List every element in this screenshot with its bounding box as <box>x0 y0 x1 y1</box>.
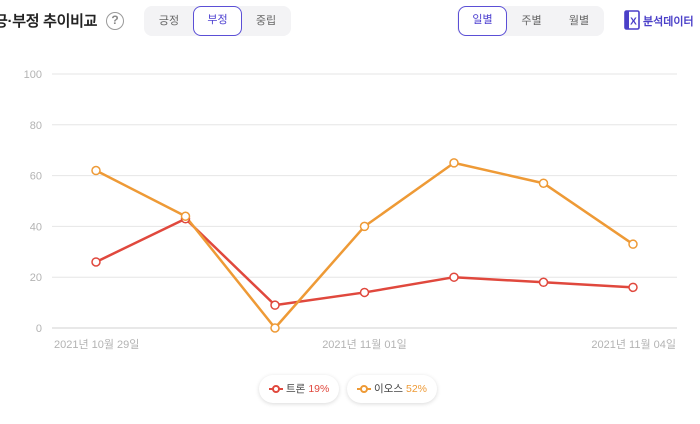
data-point <box>628 282 638 293</box>
data-point <box>449 272 459 282</box>
data-point <box>180 211 191 221</box>
x-tick-label: 2021년 11월 01일 <box>322 337 407 351</box>
series-line-2 <box>95 161 634 330</box>
data-point <box>91 165 101 176</box>
y-tick-label: 80 <box>30 120 42 132</box>
legend-percent: 52% <box>405 383 427 395</box>
svg-text:X: X <box>630 17 637 28</box>
tab-monthly[interactable]: 월별 <box>568 15 590 27</box>
sentiment-filter: 긍정 부정 중립 <box>144 6 291 36</box>
chart-legend: 트론 19% 이오스 52% <box>0 375 700 405</box>
legend-item-eos[interactable]: 이오스 52% <box>347 375 437 403</box>
period-filter: 일별 주별 월별 <box>457 6 604 36</box>
data-point <box>91 257 101 267</box>
legend-percent: 19% <box>308 383 330 395</box>
x-tick-label: 2021년 10월 29일 <box>54 337 139 351</box>
tab-daily[interactable]: 일별 <box>458 6 507 36</box>
y-tick-label: 100 <box>24 69 42 81</box>
excel-icon: X <box>624 10 640 30</box>
tab-weekly[interactable]: 주별 <box>521 15 542 27</box>
line-chart: 100 80 60 40 20 0 2021년 10월 29일 2021년 11월 01일 20… <box>24 69 677 351</box>
tab-positive[interactable]: 긍정 <box>158 15 180 27</box>
data-point <box>270 323 280 333</box>
y-tick-label: 40 <box>30 221 42 233</box>
page-title: 긍·부정 추이비교 <box>0 13 98 30</box>
legend-item-tron[interactable]: 트론 19% <box>259 375 340 403</box>
tab-neutral[interactable]: 중립 <box>255 15 277 27</box>
data-point <box>270 300 280 310</box>
chart-header: 긍·부정 추이비교 ? 긍정 부정 중립 일별 주별 월별 X 분석데이터 <box>0 0 700 42</box>
help-icon[interactable]: ? <box>106 12 124 30</box>
data-point <box>538 178 549 188</box>
legend-label: 이오스 <box>374 383 403 395</box>
tab-negative[interactable]: 부정 <box>193 6 242 36</box>
y-tick-label: 0 <box>36 323 42 335</box>
legend-marker <box>357 384 371 394</box>
data-point <box>538 277 549 288</box>
data-point <box>359 221 370 232</box>
y-tick-label: 60 <box>30 171 42 183</box>
legend-marker <box>269 384 283 394</box>
export-label: 분석데이터 <box>643 16 694 28</box>
x-tick-label: 2021년 11월 04일 <box>591 337 676 351</box>
data-point <box>628 239 638 249</box>
data-point <box>359 287 370 298</box>
legend-label: 트론 <box>286 383 306 395</box>
data-point <box>449 158 459 168</box>
y-tick-label: 20 <box>30 272 42 284</box>
